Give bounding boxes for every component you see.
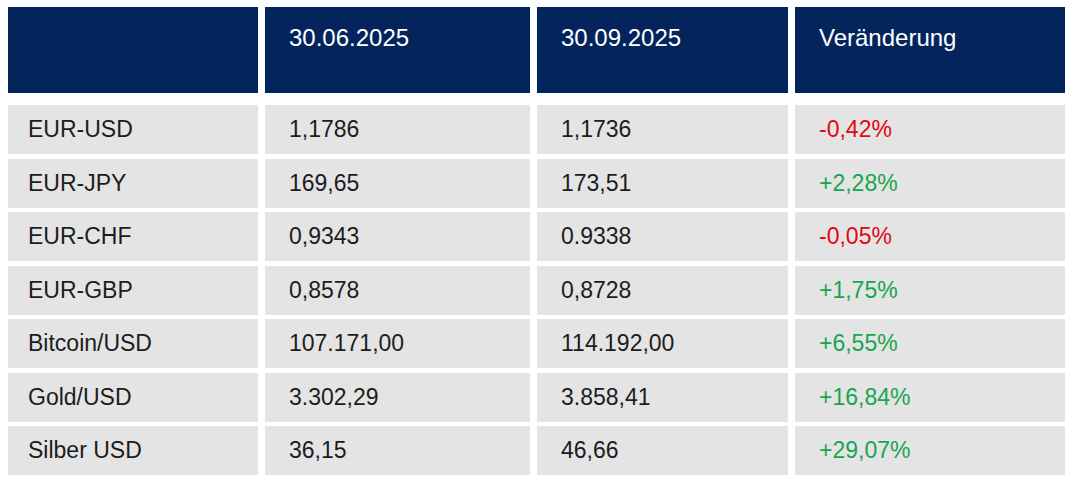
table-row-silber-usd: Silber USD 36,15 46,66 +29,07% <box>8 426 1065 475</box>
change-cell: +29,07% <box>795 426 1065 475</box>
table-header-row: 30.06.2025 30.09.2025 Veränderung <box>8 7 1065 93</box>
value-2-cell: 1,1736 <box>537 105 788 154</box>
change-cell: -0,05% <box>795 212 1065 261</box>
value-1-cell: 169,65 <box>265 159 530 208</box>
row-label-cell: EUR-CHF <box>8 212 258 261</box>
value-1-cell: 0,8578 <box>265 266 530 315</box>
header-change-cell: Veränderung <box>795 7 1065 93</box>
change-cell: +1,75% <box>795 266 1065 315</box>
table-row-eur-jpy: EUR-JPY 169,65 173,51 +2,28% <box>8 159 1065 208</box>
value-1-cell: 36,15 <box>265 426 530 475</box>
value-2-cell: 0,8728 <box>537 266 788 315</box>
value-1-cell: 107.171,00 <box>265 319 530 368</box>
value-2-cell: 46,66 <box>537 426 788 475</box>
table-row-bitcoin-usd: Bitcoin/USD 107.171,00 114.192,00 +6,55% <box>8 319 1065 368</box>
change-cell: +2,28% <box>795 159 1065 208</box>
row-label-cell: Silber USD <box>8 426 258 475</box>
value-1-cell: 3.302,29 <box>265 373 530 422</box>
table-row-eur-usd: EUR-USD 1,1786 1,1736 -0,42% <box>8 105 1065 154</box>
value-1-cell: 1,1786 <box>265 105 530 154</box>
change-cell: +6,55% <box>795 319 1065 368</box>
value-2-cell: 114.192,00 <box>537 319 788 368</box>
value-2-cell: 0.9338 <box>537 212 788 261</box>
change-cell: +16,84% <box>795 373 1065 422</box>
table-row-eur-gbp: EUR-GBP 0,8578 0,8728 +1,75% <box>8 266 1065 315</box>
row-label-cell: EUR-GBP <box>8 266 258 315</box>
header-date-2-cell: 30.09.2025 <box>537 7 788 93</box>
header-date-1-cell: 30.06.2025 <box>265 7 530 93</box>
table-row-eur-chf: EUR-CHF 0,9343 0.9338 -0,05% <box>8 212 1065 261</box>
row-label-cell: EUR-JPY <box>8 159 258 208</box>
fx-rates-table: 30.06.2025 30.09.2025 Veränderung EUR-US… <box>8 7 1065 480</box>
value-2-cell: 3.858,41 <box>537 373 788 422</box>
value-1-cell: 0,9343 <box>265 212 530 261</box>
header-empty-cell <box>8 7 258 93</box>
row-label-cell: Bitcoin/USD <box>8 319 258 368</box>
value-2-cell: 173,51 <box>537 159 788 208</box>
row-label-cell: Gold/USD <box>8 373 258 422</box>
row-label-cell: EUR-USD <box>8 105 258 154</box>
table-row-gold-usd: Gold/USD 3.302,29 3.858,41 +16,84% <box>8 373 1065 422</box>
change-cell: -0,42% <box>795 105 1065 154</box>
